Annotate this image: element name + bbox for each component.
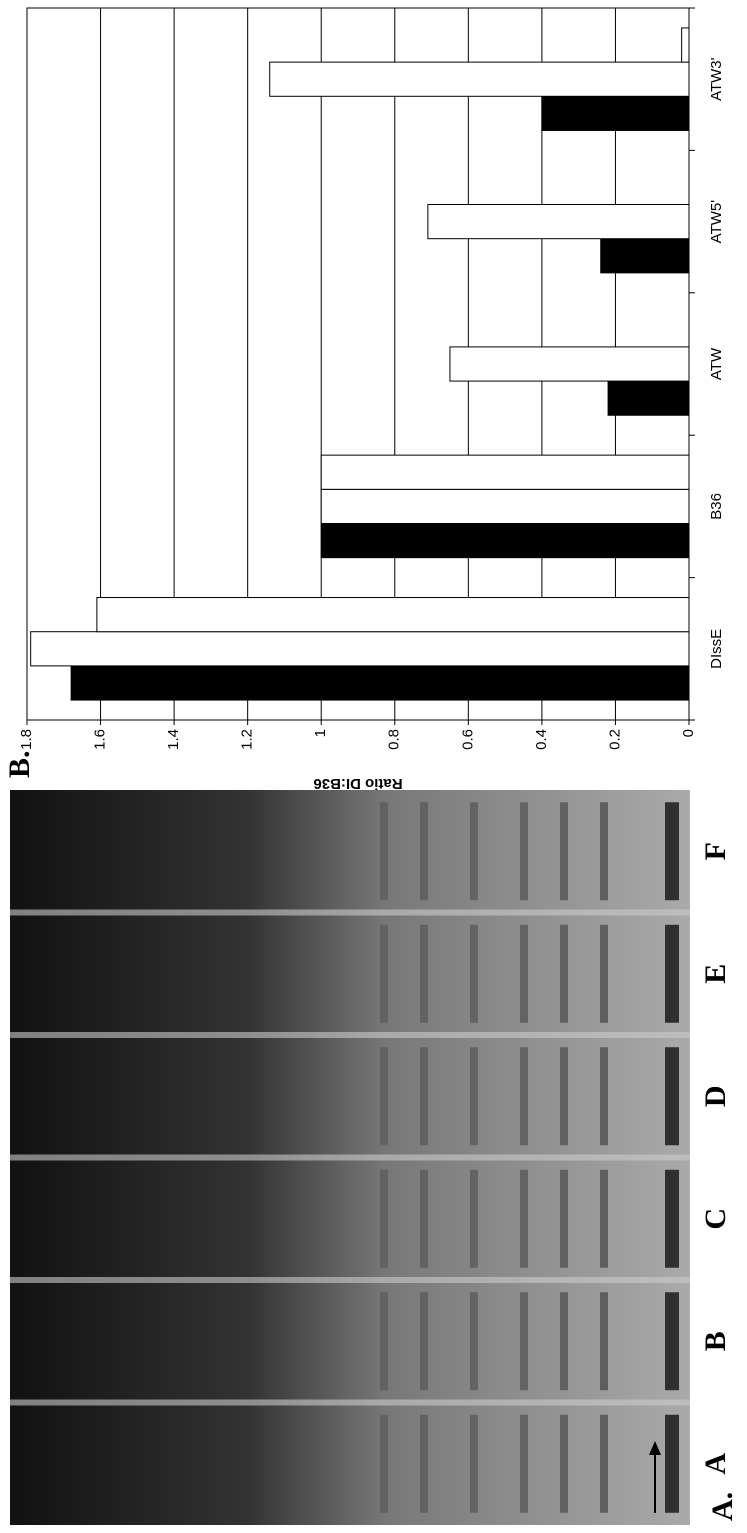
gel-band <box>520 1292 528 1390</box>
gel-band <box>520 802 528 900</box>
lane-gap <box>10 1400 690 1406</box>
gel-band <box>600 1170 608 1268</box>
lane-gap <box>10 1155 690 1161</box>
gel-band <box>560 1415 568 1513</box>
gel-band <box>420 1047 428 1145</box>
bar <box>321 489 689 523</box>
gel-band <box>560 925 568 1023</box>
gel-band <box>470 1415 478 1513</box>
gel-band <box>665 802 679 900</box>
gel-band <box>420 1415 428 1513</box>
gel-band <box>600 1292 608 1390</box>
gel-band <box>420 802 428 900</box>
y-tick-label: 0 <box>680 729 697 737</box>
gel-band <box>420 925 428 1023</box>
bar <box>321 523 689 557</box>
gel-band <box>380 1292 388 1390</box>
gel-band <box>600 1415 608 1513</box>
gel-band <box>470 1047 478 1145</box>
y-tick-label: 0.4 <box>533 729 550 750</box>
gel-band <box>560 1047 568 1145</box>
lane-label: F <box>699 842 732 860</box>
y-tick-label: 0.6 <box>459 729 476 750</box>
lane-label: C <box>699 1208 732 1230</box>
y-tick-label: 1 <box>312 729 329 737</box>
gel-band <box>560 1170 568 1268</box>
bar <box>542 96 689 130</box>
gel-band <box>520 1415 528 1513</box>
gel-band <box>665 1170 679 1268</box>
gel-band <box>665 925 679 1023</box>
y-tick-label: 1.8 <box>18 729 35 750</box>
lane-label: E <box>699 964 732 984</box>
gel-band <box>520 1170 528 1268</box>
gel-band <box>470 802 478 900</box>
bar <box>428 205 689 239</box>
x-tick-label: ATW <box>708 347 725 380</box>
gel-band <box>380 802 388 900</box>
gel-band <box>665 1047 679 1145</box>
gel-band <box>665 1292 679 1390</box>
figure: A. A B C D E F B. 0 0.2 0.4 0.6 0.8 1 1.2 1.4 1.6 1.8 Rat… <box>0 0 747 1533</box>
bar <box>31 632 689 666</box>
gel-band <box>380 925 388 1023</box>
gel-band <box>470 1292 478 1390</box>
y-tick-label: 0.2 <box>606 729 623 750</box>
y-axis-title: Ratio DI:B36 <box>313 775 402 792</box>
lane-gap <box>10 1032 690 1038</box>
gel-band <box>380 1415 388 1513</box>
gel-band <box>470 1170 478 1268</box>
bar <box>608 381 689 415</box>
y-tick-label: 1.4 <box>165 729 182 750</box>
gel-band <box>560 802 568 900</box>
gel-band <box>600 925 608 1023</box>
bar <box>601 239 689 273</box>
bar <box>71 666 689 700</box>
gel-band <box>520 925 528 1023</box>
lane-gap <box>10 1277 690 1283</box>
bar <box>682 28 689 62</box>
lane-label: A <box>699 1453 732 1475</box>
y-tick-label: 0.8 <box>386 729 403 750</box>
lane-label: B <box>699 1331 732 1351</box>
gel-band <box>380 1170 388 1268</box>
gel-band <box>600 1047 608 1145</box>
gel-band <box>560 1292 568 1390</box>
y-tick-label: 1.2 <box>239 729 256 750</box>
gel-band <box>470 925 478 1023</box>
gel-band <box>520 1047 528 1145</box>
bar <box>450 347 689 381</box>
gel-band <box>600 802 608 900</box>
gel-band <box>380 1047 388 1145</box>
gel-band <box>420 1170 428 1268</box>
x-tick-label: ATW5' <box>708 200 725 244</box>
panel-b-label: B. <box>3 750 36 778</box>
gel-band <box>665 1415 679 1513</box>
bar <box>97 598 689 632</box>
bar <box>321 455 689 489</box>
x-tick-label: DIssE <box>708 629 725 669</box>
bar <box>270 62 689 96</box>
lane-gap <box>10 910 690 916</box>
panel-a-label: A. <box>706 1492 739 1521</box>
y-tick-label: 1.6 <box>92 729 109 750</box>
x-tick-label: ATW3' <box>708 57 725 101</box>
landscape-frame: A. A B C D E F B. 0 0.2 0.4 0.6 0.8 1 1.2 1.4 1.6 1.8 Rat… <box>3 8 739 1525</box>
x-tick-label: B36 <box>708 493 725 520</box>
gel-band <box>420 1292 428 1390</box>
lane-label: D <box>699 1085 732 1107</box>
